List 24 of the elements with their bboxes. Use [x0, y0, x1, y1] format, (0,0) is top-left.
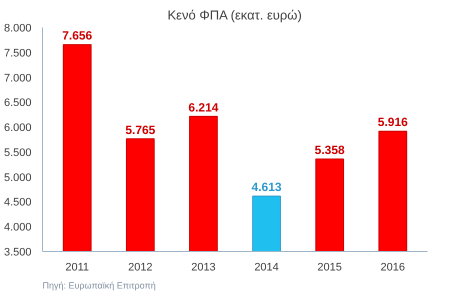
chart-title: Κενό ΦΠΑ (εκατ. ευρώ): [168, 8, 302, 22]
data-label: 5.358: [314, 143, 346, 158]
x-tick-label: 2014: [254, 262, 279, 274]
y-tick-label: 6.000: [4, 122, 32, 134]
text: Πηγή: Ευρωπαϊκή Επιτροπή: [42, 280, 156, 290]
x-tick-label: 2015: [317, 262, 342, 274]
y-tick-label: 4.000: [4, 222, 32, 234]
y-tick-label: 7.000: [4, 72, 32, 84]
y-tick-label: 5.000: [4, 172, 32, 184]
data-label: 4.613: [252, 180, 282, 194]
data-label: 6.214: [188, 100, 219, 114]
y-tick-label: 5.500: [4, 146, 32, 159]
y-tick-label: 6.500: [4, 97, 32, 110]
x-tick-label: 2013: [191, 262, 216, 274]
x-tick-label: 2011: [65, 262, 90, 274]
y-tick-label: 4.500: [4, 196, 32, 209]
x-tick-label: 2016: [380, 262, 406, 274]
data-label: 5.916: [378, 115, 408, 130]
y-tick-label: 3.500: [4, 246, 32, 258]
data-label: 7.656: [62, 28, 93, 43]
x-tick-label: 2012: [128, 262, 153, 274]
y-tick-label: 7.500: [4, 47, 32, 60]
y-tick-label: 8.000: [4, 22, 32, 34]
data-label: 5.765: [125, 122, 156, 137]
